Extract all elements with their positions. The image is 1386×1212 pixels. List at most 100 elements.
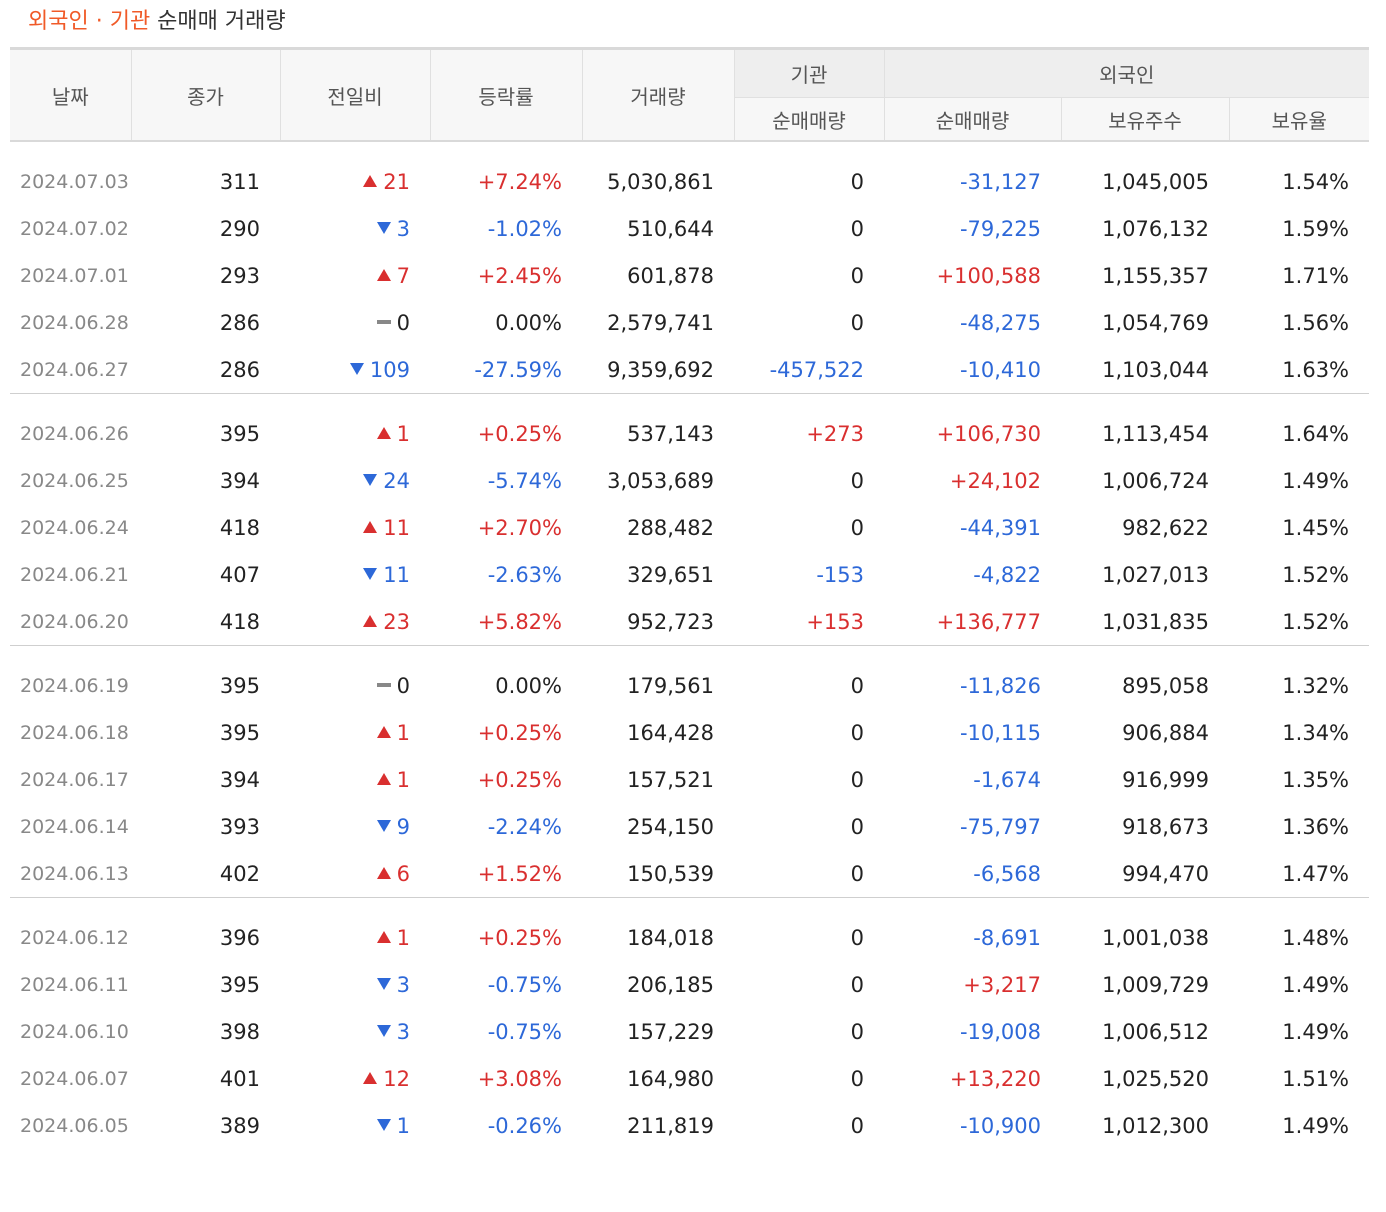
- foreign-ratio-cell: 1.36%: [1282, 814, 1350, 839]
- divider-cell: [10, 645, 1370, 662]
- title-accent: 외국인 · 기관: [28, 9, 151, 34]
- foreign-shares-cell: 1,001,038: [1102, 925, 1209, 950]
- institution-net-cell: +153: [806, 609, 864, 634]
- volume-cell: 254,150: [627, 814, 714, 839]
- volume-cell: 164,980: [627, 1066, 714, 1091]
- foreign-net-cell: -4,822: [973, 562, 1041, 587]
- volume-cell: 157,229: [627, 1019, 714, 1044]
- change-cell: 1: [280, 709, 430, 756]
- foreign-net-cell: -75,797: [959, 814, 1041, 839]
- table-row: 2024.06.05 389 1 -0.26% 211,819 0 -10,900 1,012…: [10, 1102, 1369, 1149]
- volume-cell: 211,819: [627, 1113, 714, 1138]
- rate-cell: +0.25%: [477, 767, 562, 792]
- foreign-ratio-cell: 1.45%: [1282, 515, 1350, 540]
- change-cell: 3: [280, 961, 430, 1008]
- foreign-ratio-cell: 1.51%: [1282, 1066, 1350, 1091]
- date-cell: 2024.06.07: [20, 1067, 129, 1090]
- page-title: 외국인 · 기관 순매매 거래량: [28, 6, 286, 38]
- change-value: 3: [396, 216, 410, 241]
- volume-cell: 157,521: [627, 767, 714, 792]
- change-value: 109: [369, 357, 410, 382]
- change-cell: 1: [280, 1102, 430, 1149]
- foreign-shares-cell: 1,025,520: [1102, 1066, 1209, 1091]
- change-value: 12: [383, 1066, 410, 1091]
- foreign-net-cell: -44,391: [959, 515, 1041, 540]
- change-cell: 23: [280, 598, 430, 646]
- rate-cell: -0.75%: [487, 1019, 562, 1044]
- triangle-up-icon: [376, 772, 391, 785]
- foreign-net-cell: +106,730: [936, 421, 1041, 446]
- date-cell: 2024.06.18: [20, 721, 129, 744]
- table-row: 2024.06.27 286 109 -27.59% 9,359,692 -457,522…: [10, 346, 1369, 394]
- close-cell: 396: [219, 925, 260, 950]
- institution-net-cell: 0: [850, 720, 864, 745]
- foreign-ratio-cell: 1.49%: [1282, 1113, 1350, 1138]
- foreign-net-cell: -31,127: [959, 169, 1041, 194]
- foreign-net-cell: +24,102: [949, 468, 1041, 493]
- foreign-shares-cell: 1,103,044: [1102, 357, 1209, 382]
- title-rest: 순매매 거래량: [150, 9, 286, 34]
- foreign-ratio-cell: 1.52%: [1282, 609, 1350, 634]
- group-divider: [10, 645, 1370, 662]
- volume-cell: 288,482: [627, 515, 714, 540]
- foreign-shares-cell: 1,045,005: [1102, 169, 1209, 194]
- change-cell: 1: [280, 410, 430, 457]
- triangle-up-icon: [363, 174, 378, 187]
- close-cell: 395: [219, 972, 260, 997]
- foreign-ratio-cell: 1.71%: [1282, 263, 1350, 288]
- close-cell: 286: [219, 310, 260, 335]
- rate-cell: +7.24%: [477, 169, 562, 194]
- foreign-ratio-cell: 1.49%: [1282, 1019, 1350, 1044]
- triangle-up-icon: [376, 725, 391, 738]
- rate-cell: -2.24%: [487, 814, 562, 839]
- foreign-shares-cell: 1,113,454: [1102, 421, 1209, 446]
- foreign-ratio-cell: 1.63%: [1282, 357, 1350, 382]
- group-divider: [10, 393, 1370, 410]
- triangle-up-icon: [363, 614, 378, 627]
- triangle-down-icon: [376, 977, 391, 990]
- change-value: 23: [383, 609, 410, 634]
- change-cell: 109: [280, 346, 430, 394]
- institution-net-cell: 0: [850, 861, 864, 886]
- foreign-net-cell: +13,220: [949, 1066, 1041, 1091]
- date-cell: 2024.06.20: [20, 610, 129, 633]
- volume-cell: 329,651: [627, 562, 714, 587]
- foreign-ratio-cell: 1.35%: [1282, 767, 1350, 792]
- change-value: 24: [383, 468, 410, 493]
- change-cell: 11: [280, 504, 430, 551]
- date-cell: 2024.06.25: [20, 469, 129, 492]
- rate-cell: +5.82%: [477, 609, 562, 634]
- close-cell: 402: [219, 861, 260, 886]
- volume-cell: 5,030,861: [607, 169, 714, 194]
- foreign-ratio-cell: 1.48%: [1282, 925, 1350, 950]
- close-cell: 393: [219, 814, 260, 839]
- foreign-net-cell: +3,217: [963, 972, 1041, 997]
- close-cell: 407: [219, 562, 260, 587]
- change-cell: 6: [280, 850, 430, 898]
- close-cell: 311: [219, 169, 260, 194]
- spacer-row: [10, 141, 1369, 158]
- header-volume: 거래량: [581, 48, 734, 141]
- table-row: 2024.07.02 290 3 -1.02% 510,644 0 -79,225 1,076…: [10, 205, 1369, 252]
- date-cell: 2024.06.24: [20, 516, 129, 539]
- rate-cell: +0.25%: [477, 720, 562, 745]
- date-cell: 2024.06.14: [20, 815, 129, 838]
- foreign-ratio-cell: 1.54%: [1282, 169, 1350, 194]
- change-cell: 1: [280, 756, 430, 803]
- trading-volume-table: 날짜 종가 전일비 등락률 거래량 기관 외국인 순매매량 순매매량 보유주수 …: [10, 47, 1370, 1149]
- rate-cell: -27.59%: [474, 357, 562, 382]
- change-value: 11: [383, 515, 410, 540]
- volume-cell: 179,561: [627, 673, 714, 698]
- foreign-shares-cell: 994,470: [1122, 861, 1209, 886]
- table-row: 2024.06.25 394 24 -5.74% 3,053,689 0 +24,102 1,…: [10, 457, 1369, 504]
- rate-cell: +0.25%: [477, 925, 562, 950]
- foreign-ratio-cell: 1.52%: [1282, 562, 1350, 587]
- change-cell: 1: [280, 914, 430, 961]
- volume-cell: 150,539: [627, 861, 714, 886]
- change-value: 0: [396, 673, 410, 698]
- date-cell: 2024.06.27: [20, 358, 129, 381]
- institution-net-cell: 0: [850, 263, 864, 288]
- foreign-shares-cell: 1,027,013: [1102, 562, 1209, 587]
- change-value: 1: [396, 1113, 410, 1138]
- date-cell: 2024.06.21: [20, 563, 129, 586]
